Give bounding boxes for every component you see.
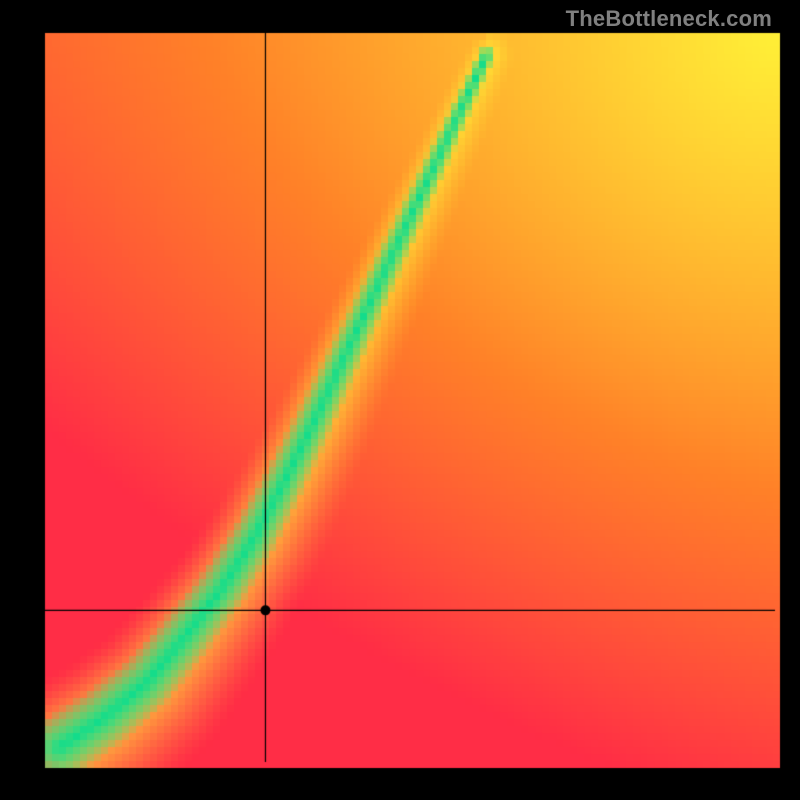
watermark-label: TheBottleneck.com bbox=[566, 6, 772, 32]
chart-container: { "watermark": { "text": "TheBottleneck.… bbox=[0, 0, 800, 800]
bottleneck-heatmap bbox=[0, 0, 800, 800]
